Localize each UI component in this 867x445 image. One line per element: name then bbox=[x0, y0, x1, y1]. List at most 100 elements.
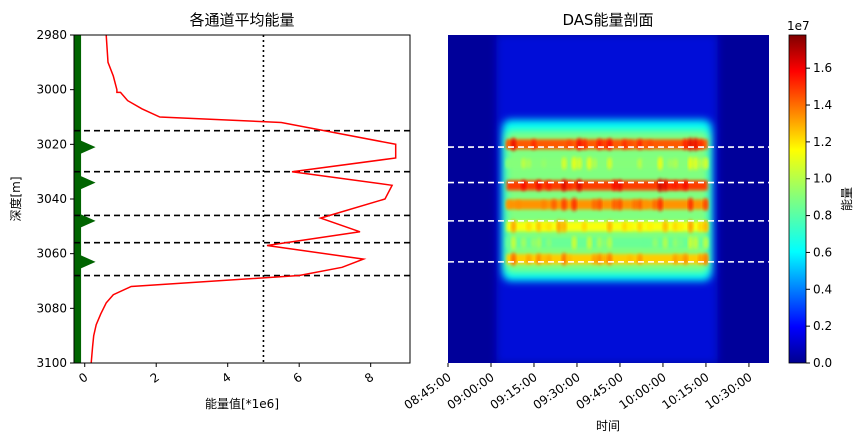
heatmap-hotspot bbox=[642, 222, 648, 231]
triangle-marker bbox=[77, 212, 96, 229]
heatmap-hotspot bbox=[703, 252, 709, 266]
heatmap-hotspot bbox=[536, 253, 542, 266]
heatmap-hotspot bbox=[541, 199, 547, 209]
heatmap-hotspot bbox=[703, 236, 709, 250]
heatmap-hotspot bbox=[637, 220, 643, 232]
heatmap-hotspot bbox=[688, 235, 694, 250]
time-tick-label: 09:00:00 bbox=[445, 370, 497, 412]
heatmap-hotspot bbox=[637, 198, 643, 210]
y-tick-label: 3020 bbox=[36, 137, 67, 151]
heatmap-hotspot bbox=[607, 252, 613, 266]
heatmap-hotspot bbox=[571, 156, 577, 171]
heatmap-hotspot bbox=[596, 138, 602, 151]
heatmap-hotspot bbox=[662, 220, 668, 233]
heatmap-hotspot bbox=[556, 219, 562, 234]
colorbar-ticks: 0.0 0.2 0.4 0.6 0.8 1.0 1.2 1.4 1.6 bbox=[806, 61, 832, 370]
heatmap-hotspot bbox=[561, 219, 567, 233]
heatmap-hotspot bbox=[703, 220, 709, 233]
colorbar-tick-label: 0.0 bbox=[813, 356, 832, 370]
heatmap-hotspot bbox=[703, 198, 709, 211]
heatmap-hotspot bbox=[677, 238, 683, 248]
heatmap-hotspot bbox=[581, 221, 587, 232]
heatmap-hotspot bbox=[521, 237, 527, 249]
heatmap-hotspot bbox=[561, 252, 567, 266]
heatmap-hotspot bbox=[591, 253, 597, 265]
heatmap-hotspot bbox=[561, 178, 567, 192]
heatmap-hotspot bbox=[657, 178, 663, 193]
time-tick-label: 10:15:00 bbox=[659, 370, 711, 412]
y-tick-label: 3080 bbox=[36, 301, 67, 315]
left-title: 各通道平均能量 bbox=[189, 11, 294, 29]
left-plot: 各通道平均能量 0 2 4 6 8 2980 3000 3020 3040 3060 3080 31… bbox=[8, 11, 411, 411]
heatmap-hotspot bbox=[677, 221, 683, 231]
time-tick-label: 10:30:00 bbox=[702, 370, 754, 412]
heatmap-hotspot bbox=[612, 198, 618, 211]
heatmap-hotspot bbox=[591, 199, 597, 210]
heatmap-hotspot bbox=[596, 253, 602, 266]
heatmap-hotspot bbox=[672, 158, 678, 169]
heatmap-hotspot bbox=[571, 235, 577, 250]
heatmap-hotspot bbox=[693, 235, 699, 250]
heatmap-hotspot bbox=[576, 178, 582, 192]
heatmap-hotspot bbox=[511, 235, 517, 250]
heatmap-hotspot bbox=[617, 179, 623, 192]
heatmap-hotspot bbox=[698, 138, 704, 150]
heatmap-hotspot bbox=[505, 200, 511, 209]
heatmap-hotspot bbox=[652, 199, 658, 210]
heatmap-hotspot bbox=[662, 236, 668, 249]
x-tick-label: 4 bbox=[219, 370, 233, 386]
time-tick-label: 09:30:00 bbox=[531, 370, 583, 412]
heatmap-hotspot bbox=[672, 237, 678, 248]
colorbar-tick-label: 0.8 bbox=[813, 209, 832, 223]
heatmap-band bbox=[506, 221, 708, 232]
heatmap-hotspot bbox=[703, 157, 709, 170]
heatmap-hotspot bbox=[693, 137, 699, 152]
heatmap-hotspot bbox=[682, 179, 688, 192]
heatmap-hotspot bbox=[667, 158, 673, 169]
heatmap-hotspot bbox=[591, 158, 597, 169]
heatmap-hotspot bbox=[541, 221, 547, 231]
heatmap-hotspot bbox=[536, 236, 542, 249]
heatmap-hotspot bbox=[698, 253, 704, 265]
colorbar-multiplier: 1e7 bbox=[787, 19, 810, 33]
heatmap-hotspot bbox=[612, 179, 618, 192]
colorbar-tick-label: 1.4 bbox=[813, 98, 832, 112]
heatmap-band bbox=[506, 199, 708, 210]
heatmap-hotspot bbox=[526, 158, 532, 169]
heatmap-band bbox=[506, 237, 708, 248]
heatmap-hotspot bbox=[596, 236, 602, 249]
heatmap-hotspot bbox=[576, 137, 582, 151]
x-tick-label: 2 bbox=[148, 370, 162, 386]
heatmap-hotspot bbox=[505, 159, 511, 168]
heatmap-hotspot bbox=[682, 253, 688, 265]
heatmap-hotspot bbox=[642, 238, 648, 247]
heatmap-hotspot bbox=[526, 221, 532, 232]
heatmap-hotspot bbox=[541, 158, 547, 168]
heatmap-hotspot bbox=[698, 220, 704, 232]
heatmap-hotspot bbox=[627, 221, 633, 231]
left-plot-area bbox=[74, 35, 410, 363]
heatmap-hotspot bbox=[561, 198, 567, 211]
heatmap-hotspot bbox=[516, 200, 522, 209]
heatmap-hotspot bbox=[693, 156, 699, 171]
colorbar-tick-label: 1.2 bbox=[813, 135, 832, 149]
heatmap-hotspot bbox=[672, 180, 678, 191]
right-x-label: 时间 bbox=[596, 419, 620, 433]
time-tick-label: 10:00:00 bbox=[616, 370, 668, 412]
heatmap-hotspot bbox=[546, 237, 552, 248]
heatmap-hotspot bbox=[511, 219, 517, 234]
colorbar-tick-label: 1.0 bbox=[813, 172, 832, 186]
colorbar-tick-label: 1.6 bbox=[813, 61, 832, 75]
heatmap-hotspot bbox=[536, 179, 542, 192]
heatmap-hotspot bbox=[536, 220, 542, 233]
left-x-ticks: 0 2 4 6 8 bbox=[76, 363, 376, 386]
heatmap-hotspot bbox=[526, 254, 532, 265]
right-x-ticks: 08:45:0009:00:0009:15:0009:30:0009:45:00… bbox=[402, 363, 755, 412]
heatmap-hotspot bbox=[657, 156, 663, 171]
colorbar-label: 能量 bbox=[840, 187, 854, 211]
left-axes-frame bbox=[73, 34, 411, 364]
left-y-label: 深度[m] bbox=[8, 176, 23, 221]
heatmap-hotspot bbox=[511, 252, 517, 266]
colorbar-tick-label: 0.4 bbox=[813, 282, 832, 296]
